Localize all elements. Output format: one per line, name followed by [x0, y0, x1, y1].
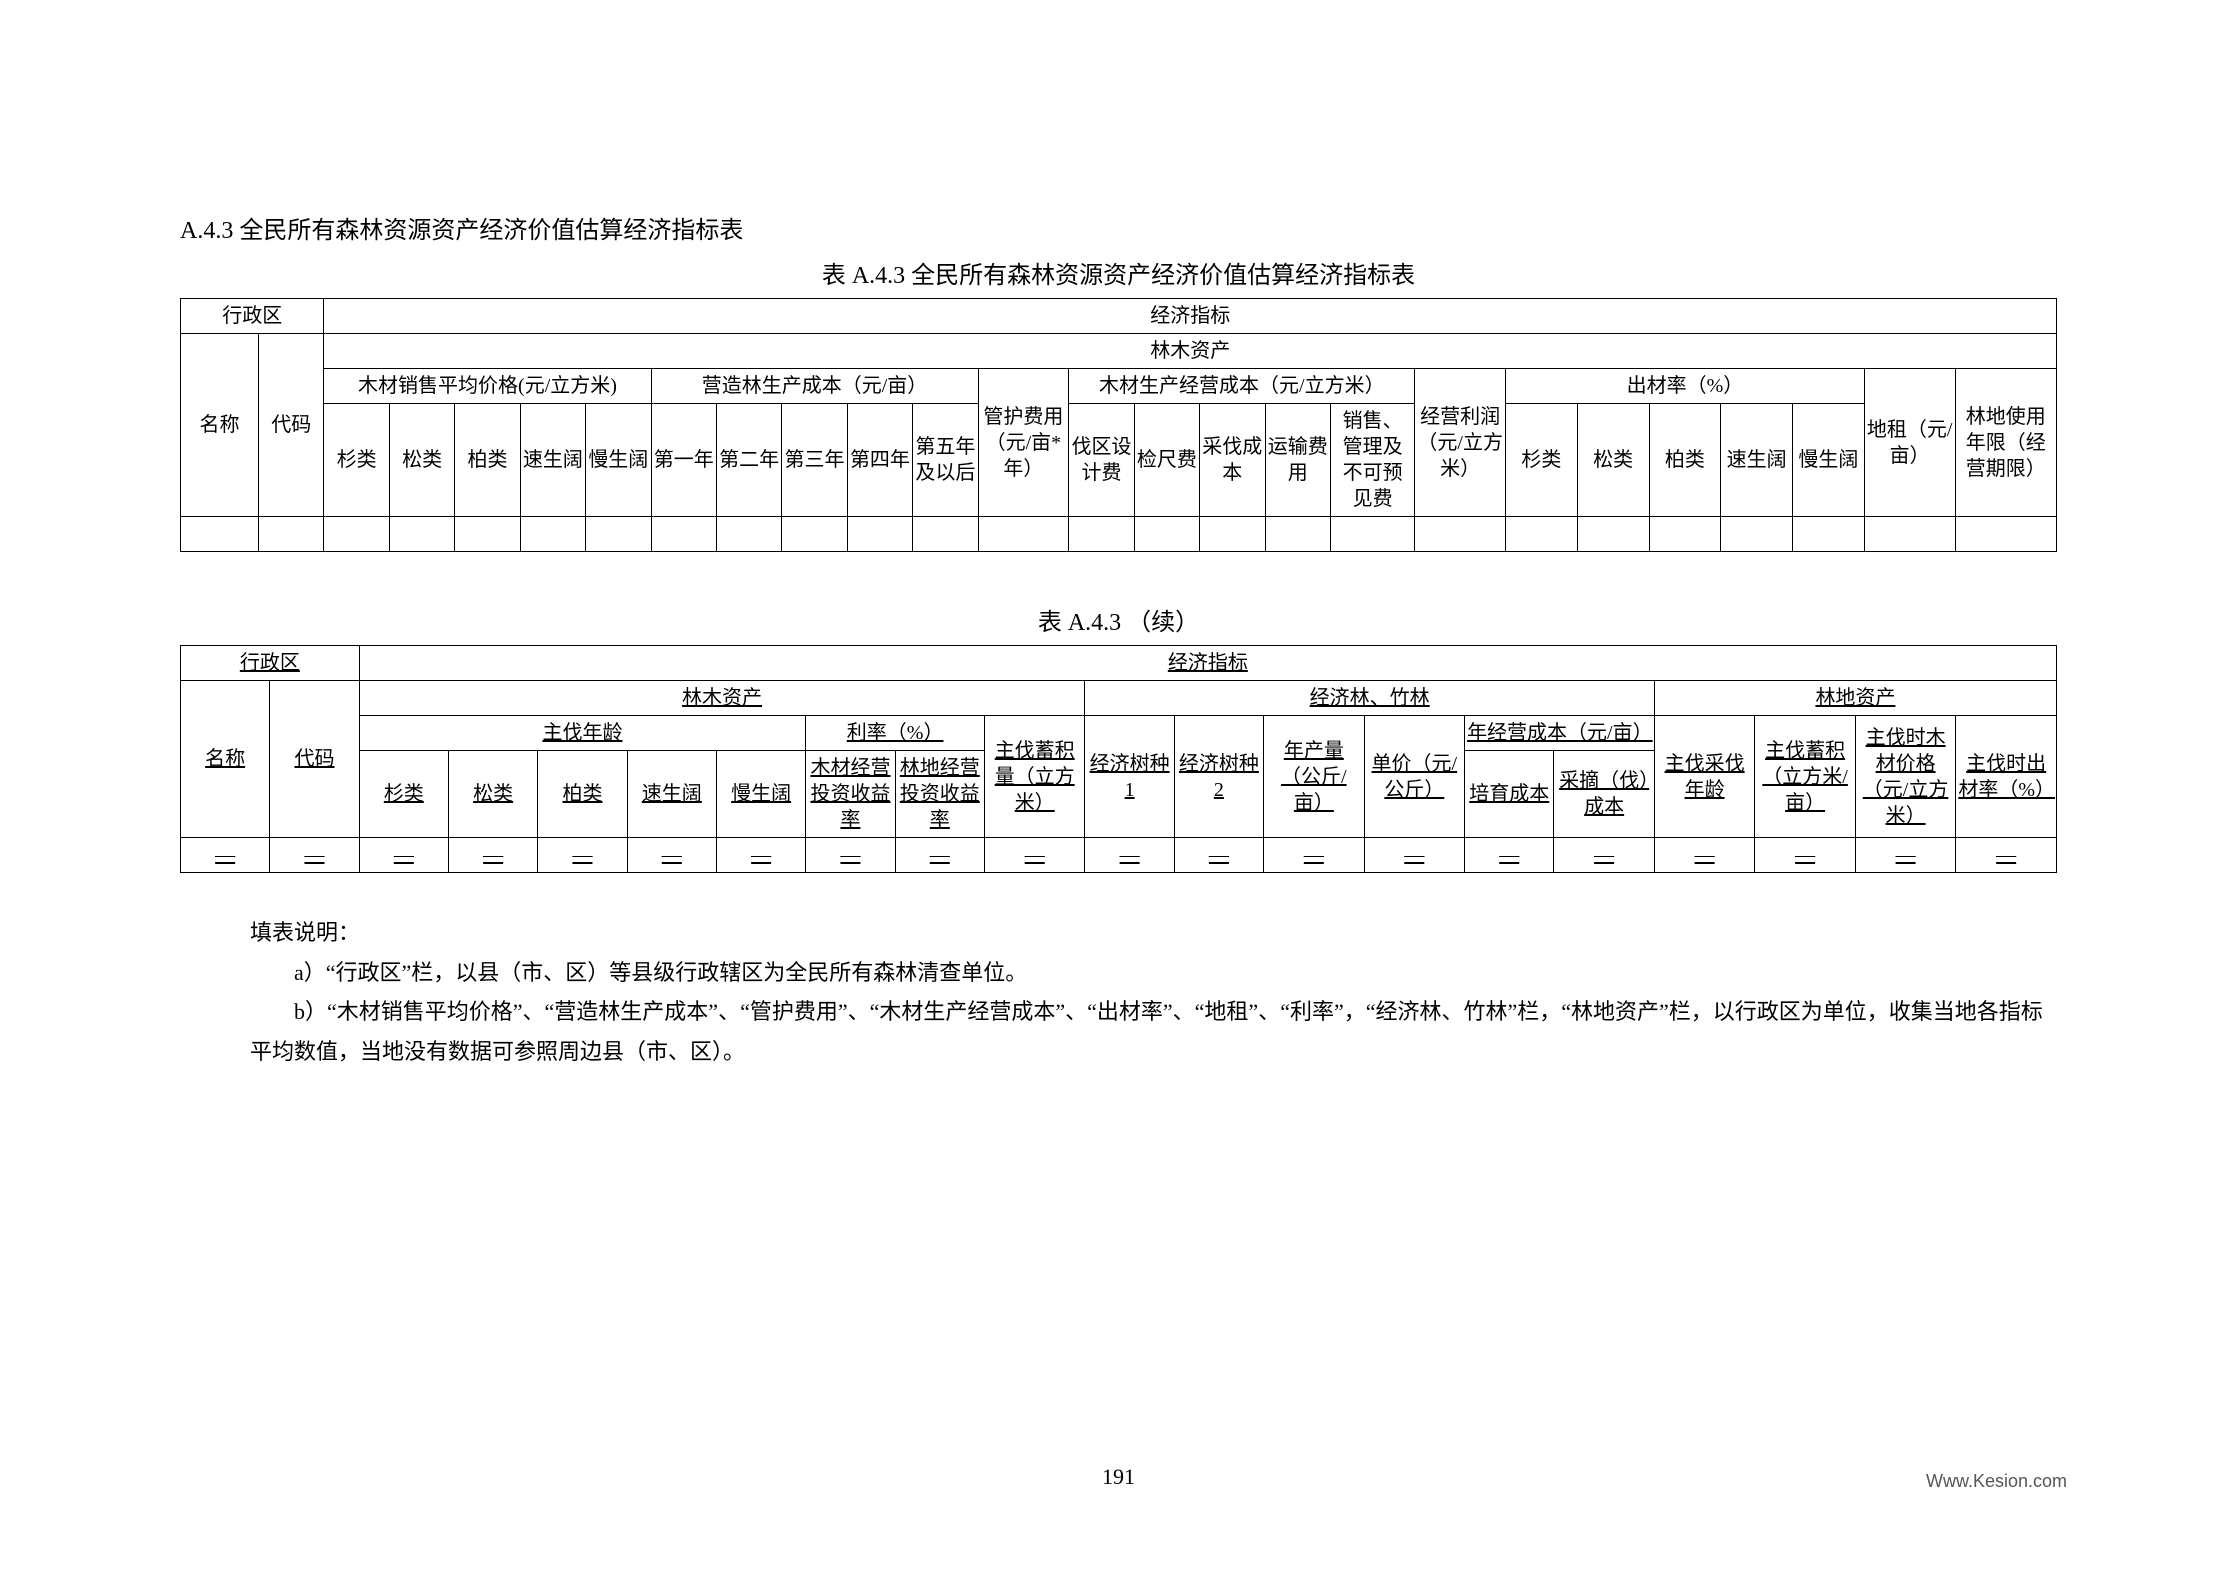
h-zhufa-xuji: 主伐蓄积量（立方米） — [984, 716, 1084, 838]
note-b-label: b） — [294, 999, 327, 1024]
species-bai: 柏类 — [538, 751, 627, 838]
h-zhufa-caifa-age: 主伐采伐年龄 — [1654, 716, 1754, 838]
h-zhufa-price: 主伐时木材价格（元/立方米） — [1855, 716, 1955, 838]
table1-data-row — [181, 517, 2057, 552]
year-5: 第五年及以后 — [913, 404, 978, 517]
year-1: 第一年 — [651, 404, 716, 517]
h-daima: 代码 — [270, 681, 359, 838]
species-bai: 柏类 — [1649, 404, 1721, 517]
table1-caption-prefix: 表 A.4.3 — [822, 263, 905, 289]
h-yingzaolin: 营造林生产成本（元/亩） — [651, 369, 978, 404]
note-a: a）“行政区”栏，以县（市、区）等县级行政辖区为全民所有森林清查单位。 — [250, 953, 2057, 993]
h-lindi-rate: 林地经营投资收益率 — [895, 751, 984, 838]
table2-caption: 表 A.4.3 （续） — [180, 602, 2057, 637]
h-jingjilin: 经济林、竹林 — [1085, 681, 1654, 716]
section-title-text: 全民所有森林资源资产经济价值估算经济指标表 — [239, 218, 743, 244]
h-danjia: 单价（元/公斤） — [1364, 716, 1464, 838]
species-su: 速生阔 — [520, 404, 585, 517]
table1-caption-text: 全民所有森林资源资产经济价值估算经济指标表 — [911, 263, 1415, 289]
h-linmuzichan: 林木资产 — [359, 681, 1085, 716]
note-a-text: “行政区”栏，以县（市、区）等县级行政辖区为全民所有森林清查单位。 — [326, 960, 1028, 985]
species-su: 速生阔 — [627, 751, 716, 838]
h-jingyilirun: 经营利润（元/立方米） — [1415, 369, 1506, 517]
h-jingjizhibiao: 经济指标 — [324, 299, 2057, 334]
species-man: 慢生阔 — [716, 751, 805, 838]
h-mucai-price: 木材销售平均价格(元/立方米) — [324, 369, 651, 404]
table2: 行政区 经济指标 名称 代码 林木资产 经济林、竹林 林地资产 主伐年龄 利率（… — [180, 645, 2057, 873]
table1: 行政区 经济指标 名称 代码 林木资产 木材销售平均价格(元/立方米) 营造林生… — [180, 298, 2057, 552]
page-number: 191 — [0, 1464, 2237, 1490]
h-mucai-chengben: 木材生产经营成本（元/立方米） — [1069, 369, 1415, 404]
species-song: 松类 — [1577, 404, 1649, 517]
note-b-text: “木材销售平均价格”、“营造林生产成本”、“管护费用”、“木材生产经营成本”、“… — [250, 999, 2043, 1064]
h-nianjycb: 年经营成本（元/亩） — [1465, 716, 1655, 751]
h-guanhu: 管护费用（元/亩*年） — [978, 369, 1069, 517]
h-nianchanliang: 年产量（公斤/亩） — [1264, 716, 1364, 838]
h-chucailv: 出材率（%） — [1506, 369, 1865, 404]
cost-yunshu: 运输费用 — [1265, 404, 1330, 517]
note-a-label: a） — [294, 960, 326, 985]
h-xingzhengqu: 行政区 — [181, 299, 324, 334]
h-daima: 代码 — [259, 334, 324, 517]
species-man: 慢生阔 — [586, 404, 651, 517]
note-b: b）“木材销售平均价格”、“营造林生产成本”、“管护费用”、“木材生产经营成本”… — [250, 992, 2057, 1071]
table1-caption: 表 A.4.3 全民所有森林资源资产经济价值估算经济指标表 — [180, 255, 2057, 290]
notes: 填表说明： a）“行政区”栏，以县（市、区）等县级行政辖区为全民所有森林清查单位… — [180, 913, 2057, 1071]
species-su: 速生阔 — [1721, 404, 1793, 517]
section-title: A.4.3 全民所有森林资源资产经济价值估算经济指标表 — [180, 210, 2057, 245]
h-mingcheng: 名称 — [181, 334, 259, 517]
section-number: A.4.3 — [180, 218, 233, 244]
h-linmuzichan: 林木资产 — [324, 334, 2057, 369]
h-lindizichan: 林地资产 — [1654, 681, 2056, 716]
h-lindi-use: 林地使用年限（经营期限） — [1955, 369, 2056, 517]
h-lilv: 利率（%） — [806, 716, 985, 751]
h-xingzhengqu: 行政区 — [181, 646, 360, 681]
species-shan: 杉类 — [1506, 404, 1578, 517]
cost-jianchi: 检尺费 — [1134, 404, 1199, 517]
year-3: 第三年 — [782, 404, 847, 517]
cost-xiaoshou: 销售、管理及不可预见费 — [1330, 404, 1414, 517]
species-bai: 柏类 — [455, 404, 520, 517]
watermark: Www.Kesion.com — [1926, 1471, 2067, 1492]
h-jingjizhibiao: 经济指标 — [359, 646, 2056, 681]
h-jjsz1: 经济树种 1 — [1085, 716, 1174, 838]
h-zhufa-xuji2: 主伐蓄积（立方米/亩） — [1755, 716, 1855, 838]
species-song: 松类 — [448, 751, 537, 838]
species-shan: 杉类 — [324, 404, 389, 517]
h-zhufa-age: 主伐年龄 — [359, 716, 806, 751]
species-man: 慢生阔 — [1793, 404, 1865, 517]
h-peiyu: 培育成本 — [1465, 751, 1554, 838]
year-2: 第二年 — [716, 404, 781, 517]
h-jjsz2: 经济树种 2 — [1174, 716, 1263, 838]
species-shan: 杉类 — [359, 751, 448, 838]
species-song: 松类 — [389, 404, 454, 517]
h-zhufa-chucai: 主伐时出材率（%） — [1956, 716, 2057, 838]
h-mucai-rate: 木材经营投资收益率 — [806, 751, 895, 838]
h-dizu: 地租（元/亩） — [1864, 369, 1955, 517]
h-mingcheng: 名称 — [181, 681, 270, 838]
year-4: 第四年 — [847, 404, 912, 517]
table2-data-row: ———————————————————— — [181, 838, 2057, 873]
notes-title: 填表说明： — [250, 913, 2057, 953]
cost-faqu: 伐区设计费 — [1069, 404, 1134, 517]
cost-caifa: 采伐成本 — [1200, 404, 1265, 517]
h-caizhai: 采摘（伐）成本 — [1554, 751, 1654, 838]
